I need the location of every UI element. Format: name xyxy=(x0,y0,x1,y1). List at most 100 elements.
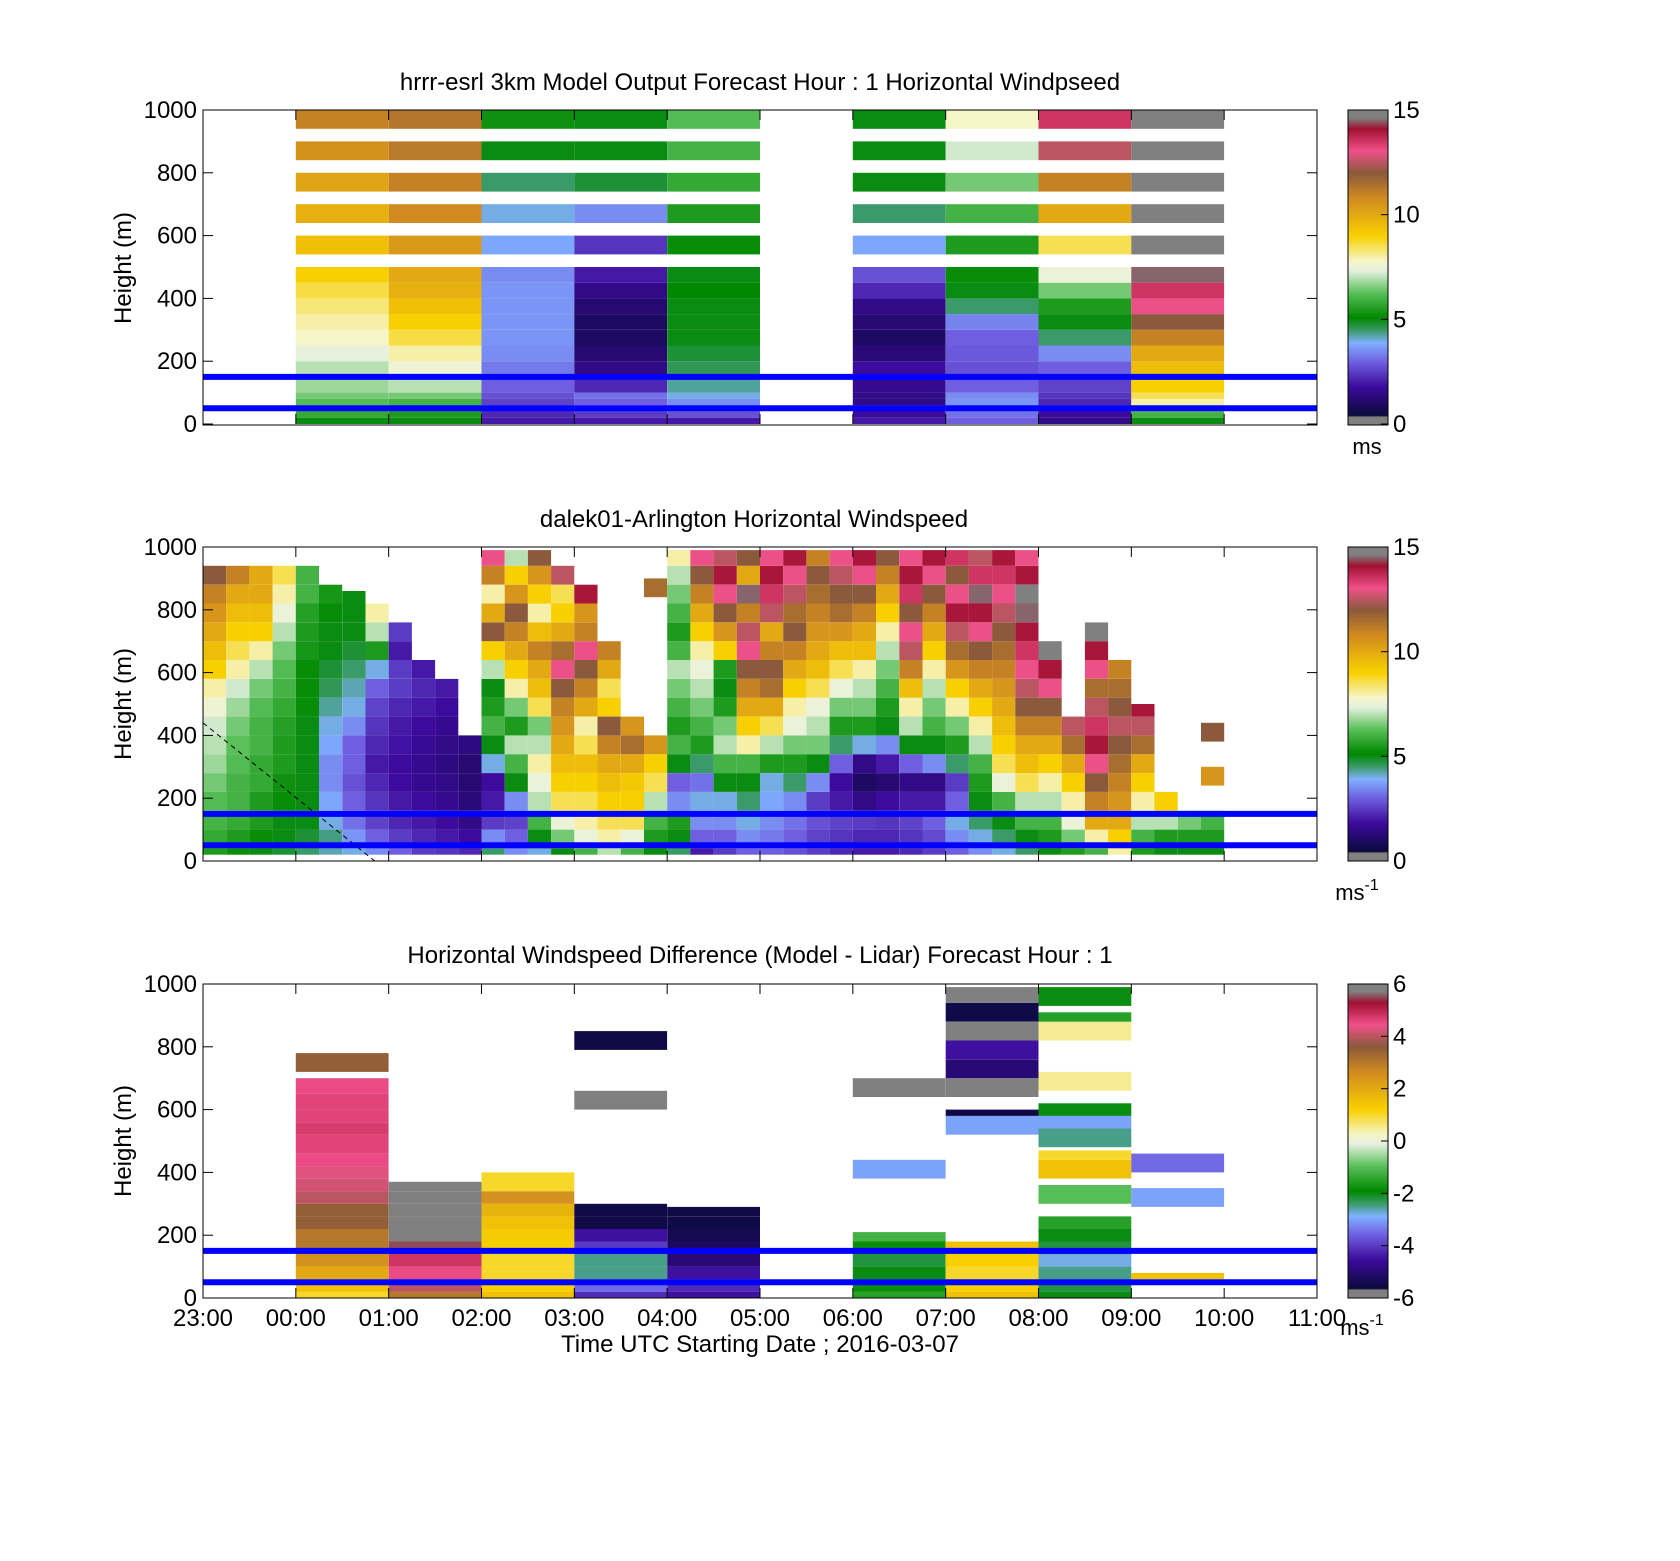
heatmap-cell xyxy=(295,110,389,129)
heatmap-cell xyxy=(435,735,459,755)
heatmap-cell xyxy=(690,848,714,855)
x-axis-label: Time UTC Starting Date ; 2016-03-07 xyxy=(561,1331,959,1358)
heatmap-cell xyxy=(829,791,853,811)
heatmap-cell xyxy=(760,603,784,623)
heatmap-cell xyxy=(295,678,319,698)
heatmap-cell xyxy=(667,392,760,399)
heatmap-cell xyxy=(272,848,296,855)
difference-panel: Horizontal Windspeed Difference (Model -… xyxy=(110,942,1414,1358)
heatmap-cell xyxy=(1061,848,1085,855)
heatmap-cell xyxy=(1038,417,1132,424)
heatmap-cell xyxy=(1038,1128,1132,1148)
heatmap-cell xyxy=(760,660,784,679)
heatmap-cell xyxy=(388,773,412,792)
heatmap-cell xyxy=(852,565,876,585)
heatmap-cell xyxy=(295,1153,389,1167)
heatmap-cell xyxy=(481,697,505,717)
heatmap-cell xyxy=(713,641,737,660)
heatmap-cell xyxy=(249,641,273,660)
heatmap-cell xyxy=(922,678,946,698)
heatmap-cell xyxy=(481,791,505,811)
heatmap-cell xyxy=(713,716,737,736)
heatmap-cell xyxy=(295,565,319,585)
heatmap-cell xyxy=(690,678,714,698)
heatmap-cell xyxy=(295,848,319,855)
heatmap-cell xyxy=(365,603,389,623)
heatmap-cell xyxy=(504,603,528,623)
heatmap-cell xyxy=(1015,660,1039,679)
heatmap-cell xyxy=(667,1228,760,1242)
heatmap-cell xyxy=(597,773,621,792)
heatmap-cell xyxy=(667,298,760,315)
heatmap-cell xyxy=(574,376,668,393)
y-tick-label: 200 xyxy=(157,785,197,812)
heatmap-cell xyxy=(435,754,459,773)
heatmap-cell xyxy=(852,1159,946,1179)
heatmap-cell xyxy=(388,1291,482,1298)
heatmap-cell xyxy=(1084,641,1109,660)
heatmap-cell xyxy=(783,754,807,773)
heatmap-cell xyxy=(667,235,760,255)
heatmap-cell xyxy=(1131,298,1225,315)
heatmap-cell xyxy=(783,773,807,792)
heatmap-cell xyxy=(992,716,1016,736)
heatmap-cell xyxy=(968,584,993,604)
heatmap-cell xyxy=(551,735,575,755)
heatmap-cell xyxy=(1038,848,1062,855)
heatmap-cell xyxy=(829,848,853,855)
heatmap-cell xyxy=(1108,678,1132,698)
heatmap-cell xyxy=(1038,110,1132,129)
heatmap-cell xyxy=(574,361,668,377)
heatmap-cell xyxy=(922,773,946,792)
heatmap-cell xyxy=(806,622,830,642)
heatmap-cell xyxy=(481,172,575,192)
x-tick-label: 08:00 xyxy=(1008,1305,1068,1332)
heatmap-cell xyxy=(295,1093,389,1110)
heatmap-cell xyxy=(551,754,575,773)
heatmap-cell xyxy=(597,641,621,660)
heatmap-cell xyxy=(852,660,876,679)
heatmap-cell xyxy=(829,660,853,679)
heatmap-cell xyxy=(736,754,760,773)
heatmap-cell xyxy=(481,329,575,346)
heatmap-cell xyxy=(574,754,598,773)
heatmap-cell xyxy=(667,660,691,679)
heatmap-cell xyxy=(945,1266,1039,1280)
heatmap-cell xyxy=(852,392,946,399)
heatmap-cell xyxy=(945,1040,1039,1060)
heatmap-cell xyxy=(388,345,482,362)
heatmap-cell xyxy=(876,678,900,698)
heatmap-cell xyxy=(829,641,853,660)
heatmap-cell xyxy=(690,584,714,604)
heatmap-cell xyxy=(574,411,668,418)
heatmap-cell xyxy=(295,204,389,223)
heatmap-cell xyxy=(736,603,760,623)
heatmap-cell xyxy=(806,716,830,736)
heatmap-cell xyxy=(226,622,250,642)
heatmap-cell xyxy=(574,1254,668,1267)
heatmap-cell xyxy=(1038,791,1062,811)
y-tick-label: 400 xyxy=(157,722,197,749)
heatmap-cell xyxy=(806,773,830,792)
heatmap-cell xyxy=(667,376,760,393)
heatmap-cell xyxy=(876,791,900,811)
heatmap-cell xyxy=(644,754,668,773)
y-axis-label: Height (m) xyxy=(110,212,137,324)
heatmap-cell xyxy=(876,754,900,773)
y-tick-label: 400 xyxy=(157,1159,197,1186)
heatmap-cell xyxy=(1131,417,1225,424)
heatmap-cell xyxy=(249,622,273,642)
heatmap-cell xyxy=(319,697,343,717)
heatmap-cell xyxy=(574,329,668,346)
heatmap-cell xyxy=(388,1191,482,1204)
heatmap-cell xyxy=(481,314,575,330)
heatmap-cell xyxy=(945,398,1039,406)
colorbar-tick-label: 6 xyxy=(1393,971,1406,998)
heatmap-cell xyxy=(388,314,482,330)
heatmap-cell xyxy=(481,603,505,623)
heatmap-cell xyxy=(852,641,876,660)
heatmap-cell xyxy=(203,791,227,811)
heatmap-cell xyxy=(1201,848,1225,855)
heatmap-cell xyxy=(1201,722,1225,742)
